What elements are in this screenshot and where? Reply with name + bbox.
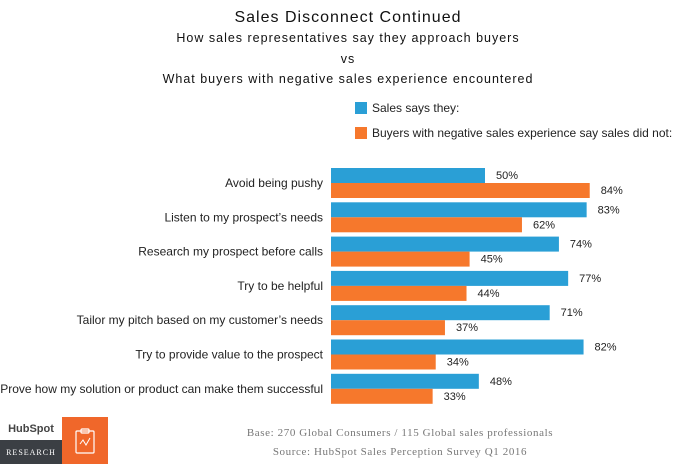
- value-label: 34%: [447, 357, 469, 369]
- research-badge: RESEARCH: [0, 440, 62, 464]
- chart-subtitle-3: What buyers with negative sales experien…: [162, 72, 534, 86]
- bar-buyers: [331, 388, 433, 404]
- chart-subtitle-1: How sales representatives say they appro…: [176, 31, 520, 45]
- bar-buyers: [331, 285, 467, 301]
- value-label: 84%: [601, 185, 623, 197]
- value-label: 45%: [481, 254, 503, 266]
- category-label: Avoid being pushy: [225, 176, 323, 190]
- category-label: Try to be helpful: [237, 279, 323, 293]
- value-label: 82%: [595, 342, 617, 354]
- legend-swatch-buyers: [355, 127, 367, 139]
- clipboard-tile: [62, 417, 108, 464]
- value-label: 37%: [456, 322, 478, 334]
- bar-sales: [331, 202, 587, 218]
- value-label: 33%: [444, 391, 466, 403]
- legend-label-sales: Sales says they:: [372, 101, 460, 115]
- bar-sales: [331, 236, 559, 252]
- footnote-source: Source: HubSpot Sales Perception Survey …: [272, 446, 528, 458]
- value-label: 50%: [496, 170, 518, 182]
- legend-item-buyers: Buyers with negative sales experience sa…: [355, 126, 672, 140]
- footnote-base: Base: 270 Global Consumers / 115 Global …: [246, 427, 554, 439]
- bar-buyers: [331, 354, 436, 370]
- hubspot-logo: HubSpot: [0, 417, 62, 440]
- category-label: Research my prospect before calls: [138, 245, 323, 259]
- bar-sales: [331, 305, 550, 321]
- bar-buyers: [331, 251, 470, 267]
- bar-sales: [331, 168, 485, 183]
- value-label: 77%: [579, 273, 601, 285]
- legend-swatch-sales: [355, 102, 367, 114]
- value-label: 62%: [533, 219, 555, 231]
- chart-title: Sales Disconnect Continued: [234, 9, 462, 26]
- legend-label-buyers: Buyers with negative sales experience sa…: [372, 126, 673, 140]
- clipboard-icon: [75, 428, 95, 454]
- value-label: 71%: [561, 307, 583, 319]
- chart-subtitle-2: vs: [340, 52, 356, 66]
- bar-sales: [331, 339, 584, 355]
- value-label: 83%: [598, 204, 620, 216]
- bar-sales: [331, 373, 479, 389]
- value-label: 74%: [570, 239, 592, 251]
- bar-buyers: [331, 183, 590, 198]
- category-label: Prove how my solution or product can mak…: [0, 382, 323, 396]
- bar-buyers: [331, 320, 445, 336]
- category-label: Listen to my prospect’s needs: [164, 210, 323, 224]
- legend-item-sales: Sales says they:: [355, 101, 459, 115]
- value-label: 44%: [478, 288, 500, 300]
- category-label: Tailor my pitch based on my customer’s n…: [77, 313, 323, 327]
- category-label: Try to provide value to the prospect: [135, 348, 323, 362]
- value-label: 48%: [490, 376, 512, 388]
- bar-buyers: [331, 217, 522, 233]
- bar-sales: [331, 270, 569, 286]
